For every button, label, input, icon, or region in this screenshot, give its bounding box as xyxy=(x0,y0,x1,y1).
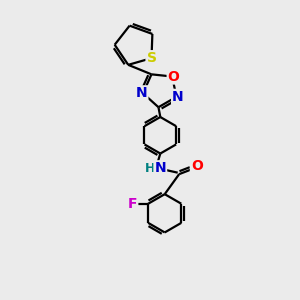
Text: O: O xyxy=(168,70,179,83)
Text: H: H xyxy=(145,162,155,175)
Text: F: F xyxy=(128,197,137,211)
Text: O: O xyxy=(191,159,203,173)
Text: S: S xyxy=(146,51,157,65)
Text: N: N xyxy=(172,90,184,104)
Text: N: N xyxy=(154,161,166,175)
Text: N: N xyxy=(136,86,147,100)
